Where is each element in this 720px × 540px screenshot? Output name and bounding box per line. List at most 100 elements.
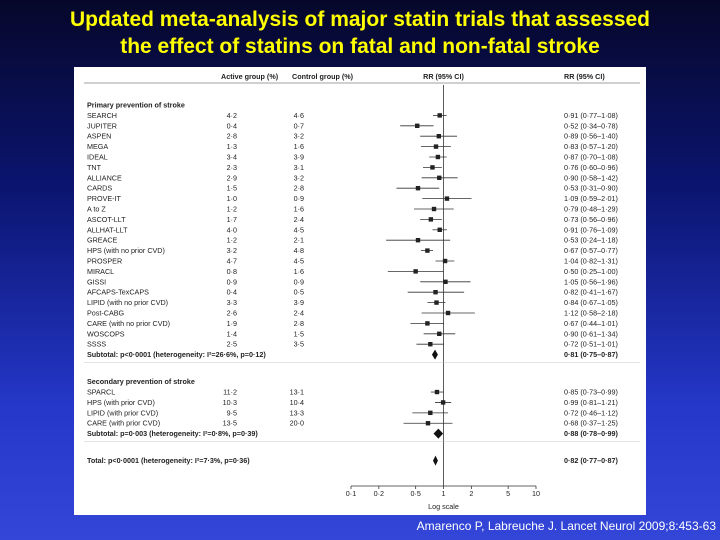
point-estimate-square (428, 342, 433, 347)
title-line-1: Updated meta-analysis of major statin tr… (69, 8, 651, 31)
point-estimate-square (430, 165, 435, 170)
rr-text: 0·83 (0·57–1·20) (564, 142, 618, 151)
rr-text: 0·68 (0·37–1·25) (564, 419, 618, 428)
rr-text: 0·67 (0·57–0·77) (564, 246, 618, 255)
total-label: Total: p<0·0001 (heterogeneity: I²=7·3%,… (87, 456, 250, 465)
study-name: TNT (87, 163, 102, 172)
study-name: Post-CABG (87, 309, 125, 318)
active-value: 1·2 (227, 236, 237, 245)
control-value: 4·5 (294, 225, 304, 234)
rr-text: 1·12 (0·58–2·18) (564, 309, 618, 318)
rr-text: 0·90 (0·61–1·34) (564, 329, 618, 338)
point-estimate-square (445, 310, 451, 316)
rr-text: 1·05 (0·56–1·96) (564, 277, 618, 286)
rr-text: 0·52 (0·34–0·78) (564, 121, 618, 130)
forest-plot-panel: Active group (%) Control group (%) RR (95%… (74, 67, 646, 515)
x-tick-label: 0·1 (346, 489, 356, 498)
point-estimate-square (440, 400, 446, 405)
subtotal-diamond (433, 428, 444, 439)
header-active-group: Active group (%) (221, 72, 279, 81)
rr-text: 1·09 (0·59–2·01) (564, 194, 618, 203)
point-estimate-square (415, 186, 421, 191)
x-tick-label: 2 (469, 489, 473, 498)
rr-text: 0·67 (0·44–1·01) (564, 319, 618, 328)
study-name: GREACE (87, 236, 118, 245)
point-estimate-square (428, 217, 434, 222)
point-estimate-square (425, 321, 430, 326)
study-name: IDEAL (87, 153, 108, 162)
control-value: 3·9 (294, 298, 304, 307)
x-tick-label: 0·5 (410, 489, 420, 498)
header-control-group: Control group (%) (292, 72, 354, 81)
section-heading: Secondary prevention of stroke (87, 377, 195, 386)
x-tick-label: 1 (442, 489, 446, 498)
rr-text: 0·53 (0·31–0·90) (564, 184, 618, 193)
point-estimate-square (437, 331, 442, 336)
control-value: 0·7 (294, 121, 304, 130)
active-value: 2·3 (227, 163, 237, 172)
control-value: 2·1 (294, 236, 304, 245)
rr-text: 0·91 (0·76–1·09) (564, 225, 618, 234)
point-estimate-square (434, 300, 439, 305)
point-estimate-square (437, 175, 442, 180)
subtotal-label: Subtotal: p=0·003 (heterogeneity: I²=0·8… (87, 429, 258, 438)
header-rr-plot: RR (95% CI) (423, 72, 464, 81)
study-name: HPS (with no prior CVD) (87, 246, 165, 255)
active-value: 0·4 (227, 121, 237, 130)
active-value: 2·6 (227, 309, 237, 318)
control-value: 20·0 (290, 419, 304, 428)
control-value: 10·4 (290, 398, 304, 407)
forest-plot: Active group (%) Control group (%) RR (95%… (84, 72, 640, 511)
rr-text: 0·90 (0·58–1·42) (564, 173, 618, 182)
active-value: 4·7 (227, 257, 237, 266)
slide-title: Updated meta-analysis of major statin tr… (0, 6, 720, 60)
rr-text: 0·91 (0·77–1·08) (564, 111, 618, 120)
control-value: 3·9 (294, 153, 304, 162)
study-name: SPARCL (87, 388, 115, 397)
x-tick-label: 10 (532, 489, 540, 498)
active-value: 1·0 (227, 194, 237, 203)
control-value: 1·5 (294, 329, 304, 338)
study-name: LIPID (with prior CVD) (87, 408, 158, 417)
active-value: 3·2 (227, 246, 237, 255)
control-value: 4·5 (294, 257, 304, 266)
subtotal-diamond (431, 349, 438, 360)
active-value: 9·5 (227, 408, 237, 417)
rr-text: 0·99 (0·81–1·21) (564, 398, 618, 407)
active-value: 0·4 (227, 288, 237, 297)
rr-text: 0·76 (0·60–0·96) (564, 163, 618, 172)
active-value: 11·2 (223, 388, 237, 397)
active-value: 1·9 (227, 319, 237, 328)
control-value: 13·3 (290, 408, 304, 417)
control-value: 0·9 (294, 194, 304, 203)
rr-text: 0·79 (0·48–1·29) (564, 205, 618, 214)
study-name: ALLHAT-LLT (87, 225, 128, 234)
active-value: 2·5 (227, 340, 237, 349)
point-estimate-square (413, 269, 418, 274)
control-value: 1·6 (294, 205, 304, 214)
control-value: 0·9 (294, 277, 304, 286)
point-estimate-square (435, 154, 441, 160)
point-estimate-square (431, 206, 437, 212)
rr-text: 0·82 (0·41–1·67) (564, 288, 618, 297)
active-value: 1·3 (227, 142, 237, 151)
study-name: A to Z (87, 205, 106, 214)
title-line-2: the effect of statins on fatal and non-f… (120, 35, 600, 58)
study-name: LIPID (with no prior CVD) (87, 298, 168, 307)
study-name: CARE (with prior CVD) (87, 419, 160, 428)
study-name: AFCAPS-TexCAPS (87, 288, 149, 297)
control-value: 0·5 (294, 288, 304, 297)
rr-text: 0·87 (0·70–1·08) (564, 153, 618, 162)
rr-text: 0·53 (0·24–1·18) (564, 236, 618, 245)
point-estimate-square (433, 144, 439, 149)
x-tick-label: 5 (506, 489, 510, 498)
total-diamond (433, 455, 438, 466)
study-name: ASPEN (87, 132, 111, 141)
control-value: 3·2 (294, 173, 304, 182)
active-value: 0·8 (227, 267, 237, 276)
study-name: JUPITER (87, 121, 117, 130)
control-value: 2·4 (294, 309, 304, 318)
control-value: 3·2 (294, 132, 304, 141)
active-value: 2·8 (227, 132, 237, 141)
active-value: 0·9 (227, 277, 237, 286)
